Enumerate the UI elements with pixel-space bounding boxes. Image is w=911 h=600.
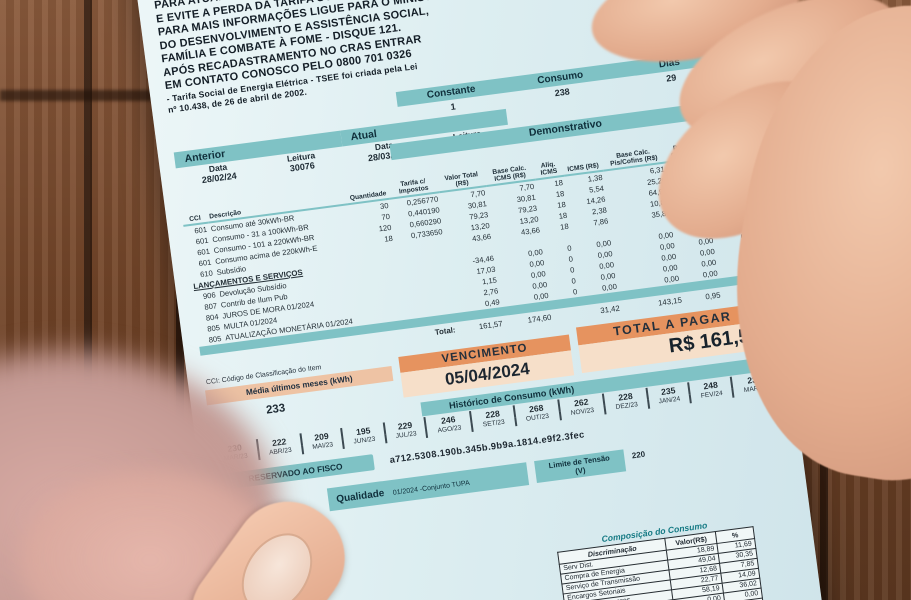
qualidade-period: 01/2024 -Conjunto TUPA <box>392 479 471 497</box>
wood-plank-seam <box>0 90 190 101</box>
reading-anterior: Anterior Data Leitura 28/02/24 30076 <box>173 130 345 188</box>
total-aliq <box>552 305 582 322</box>
limite-tensao-value: 220 <box>631 449 646 460</box>
qualidade-label: Qualidade <box>335 487 386 505</box>
composicao-section: Composição do Consumo Discriminação Valo… <box>556 514 765 600</box>
limite-tensao-band: Limite de Tensão (V) <box>533 448 626 483</box>
